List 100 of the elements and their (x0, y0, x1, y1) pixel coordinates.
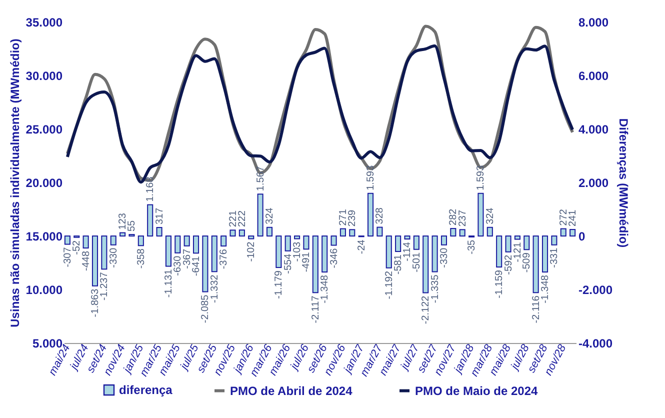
data-label: -24 (356, 239, 368, 254)
bar (514, 236, 520, 240)
data-label: -103 (292, 241, 304, 262)
data-label: -1.192 (384, 270, 395, 300)
data-label: -2.116 (530, 295, 542, 324)
bar (230, 230, 236, 236)
data-label: 237 (457, 210, 468, 227)
data-label: -1.131 (163, 268, 174, 298)
bar (404, 236, 410, 240)
bar (376, 226, 383, 236)
data-label: -501 (411, 252, 422, 272)
legend-label: PMO de Abril de 2024 (230, 384, 353, 398)
data-label: -330 (438, 247, 450, 268)
bar (551, 236, 558, 246)
bar (238, 230, 245, 236)
bar (432, 236, 438, 272)
bar (505, 236, 512, 252)
data-label: -592 (503, 254, 514, 275)
data-label: -1.335 (430, 274, 441, 304)
bar (184, 236, 190, 246)
bar (257, 194, 264, 236)
data-label: -509 (522, 252, 533, 273)
y2-tick-label: -2.000 (578, 283, 613, 297)
y2-tick-label: -4.000 (578, 336, 613, 350)
data-label: -331 (549, 247, 560, 268)
data-label: -307 (62, 246, 74, 268)
data-label: 239 (347, 209, 358, 227)
bar (202, 236, 208, 292)
data-label: -1.159 (494, 270, 506, 298)
data-label: -102 (246, 241, 258, 262)
data-label: -358 (136, 248, 147, 269)
legend-label: diferença (119, 383, 173, 397)
data-label: 324 (264, 207, 276, 224)
data-label: -1.332 (209, 274, 220, 303)
y2-tick-label: 6.000 (578, 69, 609, 83)
bar (367, 192, 374, 236)
data-label: -376 (218, 248, 230, 270)
data-label: -1.237 (99, 272, 110, 300)
data-label: 241 (568, 209, 579, 227)
data-label: -52 (72, 240, 83, 255)
y-tick-label: 20.000 (26, 176, 63, 190)
data-label: -330 (108, 247, 120, 268)
data-label: -35 (466, 240, 478, 254)
y-tick-label: 35.000 (26, 16, 63, 30)
data-label: 272 (558, 208, 570, 226)
bar (459, 229, 466, 236)
data-label: 328 (374, 207, 386, 224)
bar (340, 228, 346, 236)
bar (101, 236, 108, 270)
bar (248, 236, 254, 240)
bar (266, 226, 273, 236)
bar (330, 236, 337, 246)
bar (478, 192, 484, 236)
bar (220, 236, 227, 247)
bar (174, 236, 181, 254)
y2-tick-label: 4.000 (578, 122, 609, 136)
bar (64, 236, 70, 245)
data-label: 222 (236, 210, 248, 228)
bar (570, 229, 576, 236)
bar (413, 236, 420, 250)
y-axis-title: Usinas não simuladas individualmente (MWmédio) (8, 38, 22, 328)
data-label: -581 (393, 254, 404, 275)
data-label: 55 (126, 220, 138, 232)
y2-tick-label: 8.000 (578, 16, 609, 30)
bar (422, 236, 429, 294)
data-label: -2.085 (200, 294, 212, 324)
data-label: -1.348 (320, 274, 331, 304)
data-label: -641 (191, 256, 202, 276)
bar (496, 236, 502, 268)
bar (294, 236, 300, 240)
bar (156, 227, 162, 236)
bar (395, 236, 402, 252)
data-label: 324 (484, 207, 496, 224)
bar (211, 236, 218, 272)
data-label: -346 (328, 248, 340, 268)
data-label: -630 (172, 255, 184, 276)
bar (349, 229, 356, 236)
y2-tick-label: 0 (578, 230, 586, 244)
bar (450, 228, 456, 236)
data-label: -367 (182, 248, 193, 269)
data-label: -491 (301, 252, 312, 272)
data-label: -121 (512, 242, 524, 262)
y-tick-label: 30.000 (26, 69, 63, 83)
data-label: 123 (118, 212, 129, 230)
y-tick-label: 10.000 (26, 283, 63, 297)
legend-label: PMO de Maio de 2024 (415, 384, 538, 398)
data-label: 221 (228, 210, 239, 228)
bar (92, 236, 98, 286)
y-tick-label: 15.000 (26, 230, 63, 244)
bar (82, 236, 89, 248)
bar (284, 236, 291, 252)
bar (312, 236, 318, 294)
bar (440, 236, 448, 246)
data-label: -114 (402, 242, 414, 262)
data-label: -1.863 (90, 288, 101, 318)
y2-tick-label: 2.000 (578, 176, 609, 190)
data-label: 271 (338, 208, 349, 226)
bar (386, 236, 392, 268)
bar (120, 232, 126, 236)
bar (110, 236, 116, 246)
